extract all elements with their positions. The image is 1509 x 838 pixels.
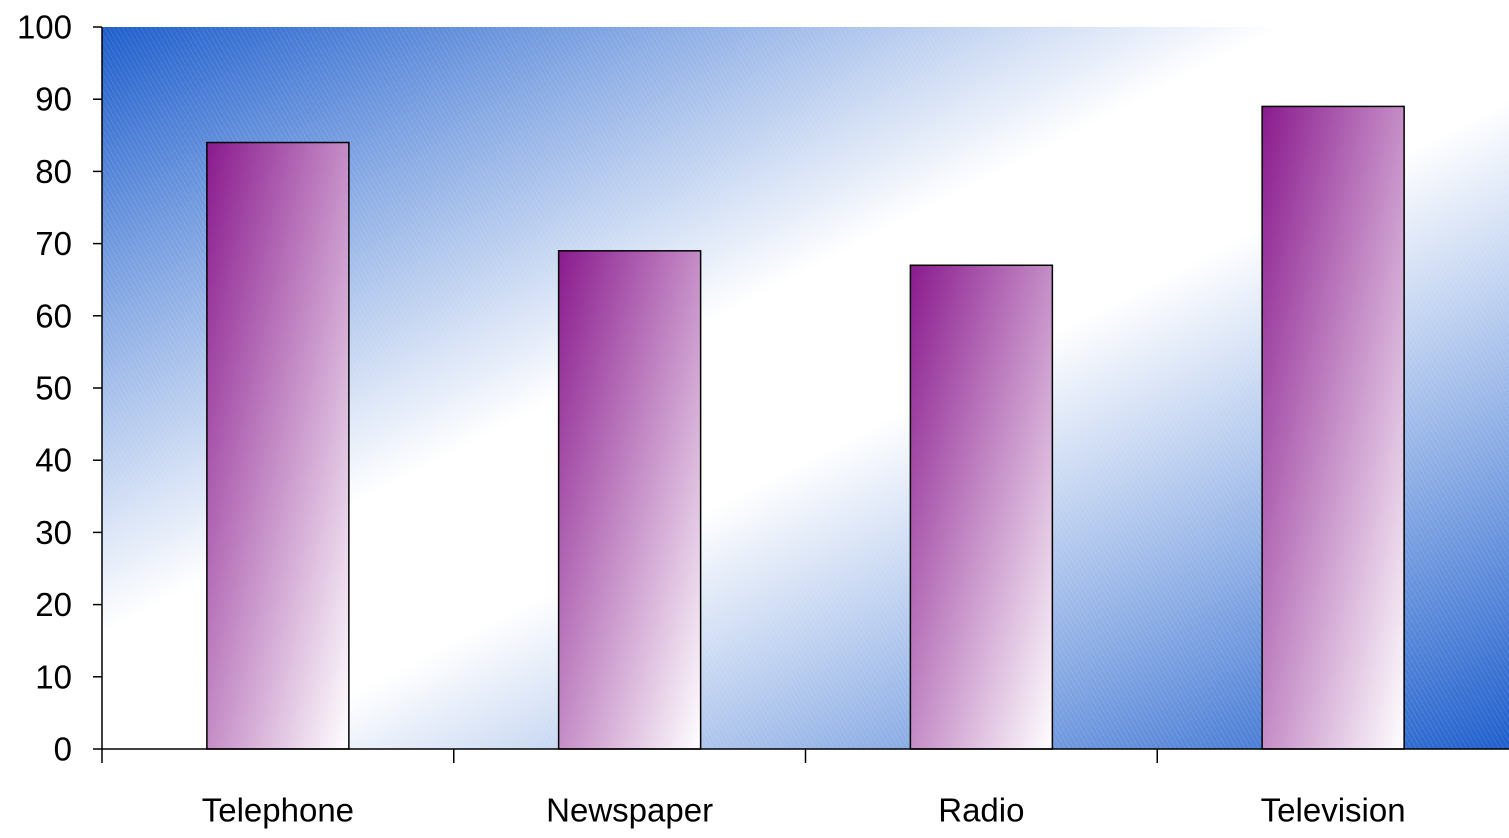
x-category-label: Radio <box>938 792 1024 829</box>
bars <box>206 105 1405 750</box>
y-tick-label: 30 <box>35 514 72 551</box>
bar-radio <box>909 264 1054 750</box>
bar-television <box>1261 105 1405 750</box>
y-tick-label: 40 <box>35 442 72 479</box>
bar-newspaper <box>557 250 702 750</box>
y-tick-label: 0 <box>54 731 72 768</box>
x-category-label: Telephone <box>202 792 354 829</box>
y-tick-label: 100 <box>17 9 72 46</box>
y-tick-label: 90 <box>35 81 72 118</box>
y-tick-label: 70 <box>35 225 72 262</box>
axis-labels: 0 10 20 30 40 50 60 70 80 90 100 Telephone Newspaper… <box>17 9 1406 829</box>
bar-telephone <box>206 141 350 750</box>
y-tick-label: 80 <box>35 153 72 190</box>
y-tick-label: 10 <box>35 658 72 695</box>
y-tick-label: 50 <box>35 370 72 407</box>
y-tick-label: 60 <box>35 297 72 334</box>
x-category-label: Television <box>1261 792 1406 829</box>
y-tick-label: 20 <box>35 586 72 623</box>
x-category-label: Newspaper <box>546 792 713 829</box>
axes <box>93 26 1509 763</box>
